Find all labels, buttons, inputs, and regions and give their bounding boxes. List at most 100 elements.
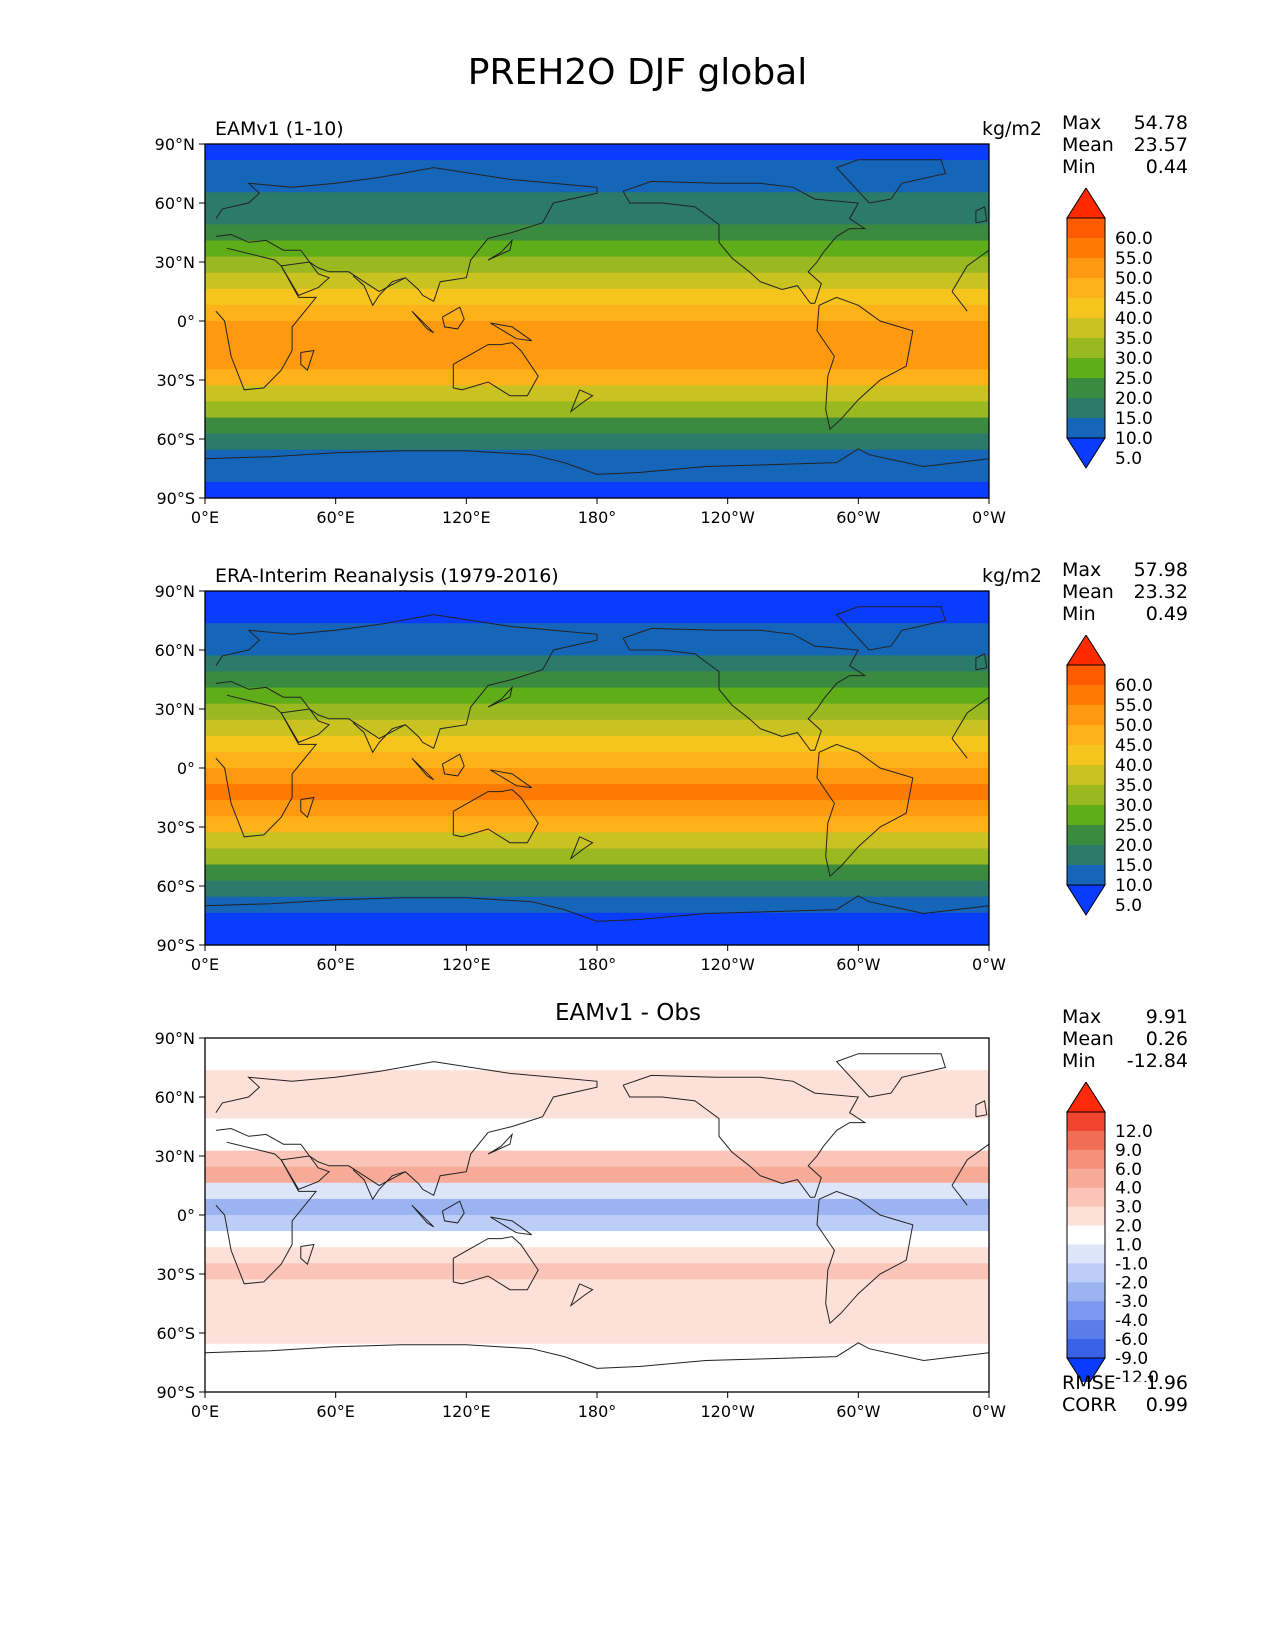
colorbar-label: 5.0 [1115,896,1142,916]
lat-band [205,256,989,274]
stat-label: CORR [1062,1394,1117,1416]
lat-band [205,385,989,403]
colorbar-block [1067,398,1105,419]
panel-diff: EAMv1 - Obs Max 9.91 Mean 0.26 Min -12.84 0… [0,1000,1275,1482]
coastline [441,1200,465,1224]
lat-band [205,208,989,226]
colorbar-block [1067,378,1105,399]
colorbar-block [1067,1225,1105,1245]
map-field [205,591,989,946]
x-axis: 0°E 60°E 120°E 180° 120°W 60°W 0°W [191,945,1006,974]
colorbar-label: 12.0 [1115,1122,1153,1142]
colorbar-block [1067,1206,1105,1227]
colorbar-block [1067,1282,1105,1302]
colorbar-label: 40.0 [1115,756,1153,776]
x-axis: 0°E 60°E 120°E 180° 120°W 60°W 0°W [191,1392,1006,1421]
y-axis: 90°N 60°N 30°N 0° 30°S 60°S 90°S [155,585,205,955]
colorbar-extend-min [1066,884,1106,916]
colorbar-label: 60.0 [1115,229,1153,249]
colorbar-label: 55.0 [1115,696,1153,716]
colorbar-extend-min [1066,437,1106,469]
coastline [975,206,988,224]
coastline [569,836,594,860]
coastline [622,627,867,751]
coastline [300,349,315,372]
coastline [490,1216,532,1236]
coastline [280,1155,331,1191]
coastline [487,685,513,708]
lat-band [205,848,989,866]
colorbar-label: 20.0 [1115,836,1153,856]
stat-rmse: RMSE 1.96 [1062,1372,1188,1394]
x-tick-label: 0°E [191,955,219,974]
x-tick-label: 180° [578,1402,617,1421]
stat-label: Mean [1062,581,1114,603]
colorbar-block [1067,238,1105,259]
coastline [835,1053,947,1098]
colorbar-frame [1066,1111,1106,1359]
coastline [280,708,331,744]
colorbar-label: 6.0 [1115,1160,1142,1180]
x-tick-label: 60°W [836,508,880,527]
lat-band [205,401,989,419]
map-field [205,144,989,499]
lat-band [205,1375,989,1393]
x-tick-label: 60°E [316,1402,354,1421]
lat-band [205,1279,989,1297]
colorbar-block [1067,418,1105,439]
coastline [835,159,947,204]
lat-band [205,160,989,177]
colorbar-block [1067,1130,1105,1151]
stat-min: Min -12.84 [1062,1050,1188,1072]
stat-value: 0.44 [1145,156,1188,178]
stat-label: Max [1062,559,1102,581]
colorbar-block [1067,785,1105,806]
colorbar-label: -4.0 [1115,1311,1148,1331]
panel-model: EAMv1 (1-10) kg/m2 Max 54.78 Mean 23.57 Mi… [0,112,1275,588]
stat-value: 1.96 [1145,1372,1188,1394]
coastline [816,743,914,878]
colorbar: 60.055.050.045.040.035.030.025.020.015.0… [1066,635,1153,916]
colorbar-block [1067,665,1105,686]
colorbar-label: -2.0 [1115,1273,1148,1293]
lat-band [205,481,989,499]
lat-band [205,337,989,354]
colorbar: 60.055.050.045.040.035.030.025.020.015.0… [1066,188,1153,469]
coastline [411,757,435,781]
y-tick-label: 0° [177,1206,195,1225]
coastline [204,448,990,475]
stat-label: RMSE [1062,1372,1116,1394]
y-tick-label: 60°S [156,1324,195,1343]
colorbar-block [1067,805,1105,826]
coastline [352,1169,406,1201]
lat-band [205,1054,989,1071]
lat-band [205,1247,989,1264]
y-tick-label: 90°N [155,1032,195,1048]
lat-band [205,1086,989,1103]
colorbar-label: -1.0 [1115,1254,1148,1274]
fit-stats-box: RMSE 1.96 CORR 0.99 [1062,1372,1188,1416]
colorbar-label: 40.0 [1115,309,1153,329]
y-tick-label: 30°S [156,818,195,837]
colorbar-label: 50.0 [1115,269,1153,289]
colorbar-label: 45.0 [1115,736,1153,756]
x-tick-label: 120°W [700,508,755,527]
stat-label: Min [1062,603,1096,625]
colorbar-label: 25.0 [1115,816,1153,836]
coastline [487,238,513,261]
colorbar-label: 35.0 [1115,329,1153,349]
lat-band [205,832,989,850]
map-field [205,1038,989,1393]
stat-label: Mean [1062,134,1114,156]
colorbar-block [1067,1187,1105,1208]
lat-band [205,800,989,817]
y-tick-label: 30°N [155,253,195,272]
stat-label: Min [1062,156,1096,178]
colorbar-label: 15.0 [1115,856,1153,876]
stat-corr: CORR 0.99 [1062,1394,1188,1416]
colorbar-label: -9.0 [1115,1349,1148,1369]
colorbar-block [1067,705,1105,726]
y-tick-label: 0° [177,759,195,778]
map-plot: 0°E 60°E 120°E 180° 120°W 60°W 0°W 90°N 60°N 30°N… [155,585,1007,974]
coastline [569,389,594,413]
